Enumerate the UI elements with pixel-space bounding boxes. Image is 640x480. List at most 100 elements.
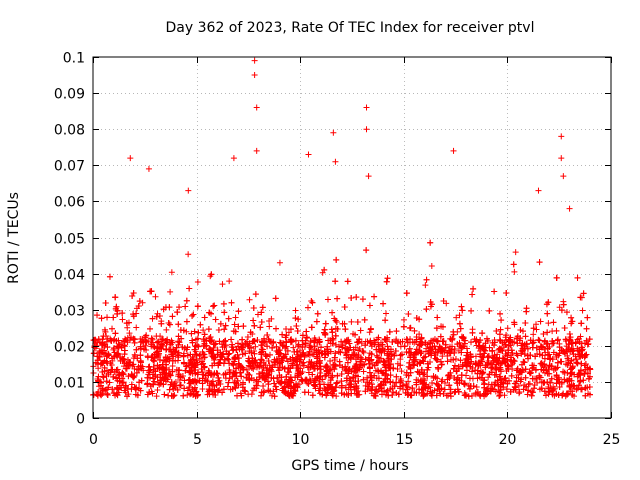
data-point (307, 377, 314, 384)
data-point (246, 348, 253, 355)
data-point (155, 338, 162, 345)
data-point (518, 361, 525, 368)
data-point (585, 340, 592, 347)
data-point (183, 297, 190, 304)
data-point (441, 386, 448, 393)
data-point (403, 290, 410, 297)
data-point (474, 388, 481, 395)
data-point (248, 391, 255, 398)
data-point (137, 345, 144, 352)
data-point (152, 293, 159, 300)
data-point (191, 366, 198, 373)
data-point (507, 388, 514, 395)
data-point (575, 382, 582, 389)
data-point (438, 361, 445, 368)
data-point (491, 288, 498, 295)
data-point (329, 374, 336, 381)
data-point (254, 311, 261, 318)
data-point (357, 327, 364, 334)
data-point (367, 338, 374, 345)
data-point (516, 390, 523, 397)
data-point (423, 306, 430, 313)
data-point (554, 359, 561, 366)
data-point (253, 385, 260, 392)
data-point (535, 336, 542, 343)
data-point (307, 338, 314, 345)
data-point (115, 337, 122, 344)
data-point (226, 367, 233, 374)
data-point (206, 346, 213, 353)
data-point (194, 342, 201, 349)
data-point (437, 333, 444, 340)
data-point (186, 368, 193, 375)
data-point (487, 360, 494, 367)
data-point (498, 376, 505, 383)
data-point (433, 325, 440, 332)
data-point (153, 333, 160, 340)
data-point (404, 336, 411, 343)
data-point (442, 344, 449, 351)
data-point (424, 390, 431, 397)
data-point (587, 391, 594, 398)
data-point (444, 358, 451, 365)
data-point (562, 361, 569, 368)
data-point (491, 339, 498, 346)
data-point (285, 329, 292, 336)
data-point (405, 311, 412, 318)
data-point (375, 334, 382, 341)
data-point (362, 382, 369, 389)
data-point (369, 383, 376, 390)
data-point (520, 386, 527, 393)
data-point (222, 371, 229, 378)
data-point (289, 362, 296, 369)
data-point (384, 275, 391, 282)
data-point (575, 335, 582, 342)
data-point (384, 343, 391, 350)
data-point (175, 321, 182, 328)
data-point (447, 393, 454, 400)
data-point (265, 357, 272, 364)
data-point (427, 388, 434, 395)
data-point (422, 385, 429, 392)
data-point (517, 326, 524, 333)
data-point (345, 370, 352, 377)
data-point (350, 374, 357, 381)
data-point (158, 345, 165, 352)
data-point (273, 348, 280, 355)
data-point (394, 366, 401, 373)
data-point (334, 379, 341, 386)
data-point (234, 340, 241, 347)
data-point (505, 343, 512, 350)
data-point (366, 369, 373, 376)
data-point (153, 313, 160, 320)
data-point (490, 355, 497, 362)
data-point (391, 383, 398, 390)
data-point (510, 261, 517, 268)
data-point (525, 387, 532, 394)
data-point (334, 325, 341, 332)
data-point (103, 333, 110, 340)
data-point (549, 391, 556, 398)
data-point (504, 325, 511, 332)
data-point (577, 378, 584, 385)
data-point (150, 381, 157, 388)
data-point (290, 344, 297, 351)
data-point (232, 314, 239, 321)
data-point (126, 330, 133, 337)
data-point (553, 380, 560, 387)
data-point (181, 360, 188, 367)
data-point (486, 344, 493, 351)
data-point (522, 366, 529, 373)
data-point (271, 393, 278, 400)
data-point (497, 337, 504, 344)
data-point (210, 303, 217, 310)
data-point (328, 326, 335, 333)
data-point (314, 354, 321, 361)
data-point (244, 371, 251, 378)
data-point (313, 318, 320, 325)
data-point (508, 372, 515, 379)
data-point (258, 341, 265, 348)
data-point (460, 335, 467, 342)
data-point (553, 327, 560, 334)
data-point (308, 359, 315, 366)
